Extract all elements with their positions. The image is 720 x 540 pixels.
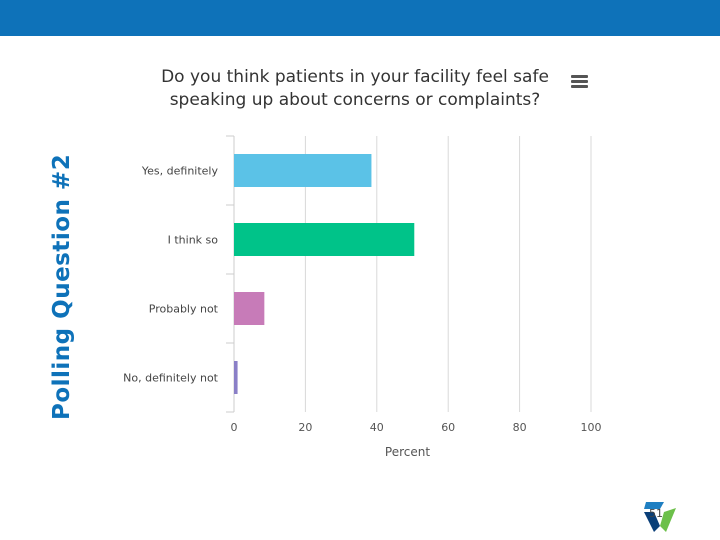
x-tick-label: 40 bbox=[370, 421, 384, 434]
bar-3 bbox=[234, 361, 238, 394]
chart-title: Do you think patients in your facility f… bbox=[120, 66, 590, 112]
bar-1 bbox=[234, 223, 415, 256]
x-tick-label: 60 bbox=[441, 421, 455, 434]
x-tick-label: 20 bbox=[298, 421, 312, 434]
x-tick-label: 80 bbox=[513, 421, 527, 434]
top-header-bar bbox=[0, 0, 720, 36]
x-tick-label: 100 bbox=[581, 421, 602, 434]
bar-2 bbox=[234, 292, 265, 325]
chart-title-line-2: speaking up about concerns or complaints… bbox=[169, 90, 541, 110]
brand-logo-icon bbox=[644, 502, 676, 532]
bar-0 bbox=[234, 154, 372, 187]
category-label: No, definitely not bbox=[123, 372, 219, 385]
category-label: Yes, definitely bbox=[141, 165, 219, 178]
x-tick-label: 0 bbox=[231, 421, 238, 434]
hamburger-menu-icon[interactable] bbox=[571, 75, 588, 89]
chart-title-line-1: Do you think patients in your facility f… bbox=[161, 67, 549, 87]
category-label: Probably not bbox=[149, 303, 219, 316]
x-axis-label: Percent bbox=[385, 445, 430, 459]
category-label: I think so bbox=[168, 234, 219, 247]
page-number: 51 bbox=[649, 507, 663, 520]
